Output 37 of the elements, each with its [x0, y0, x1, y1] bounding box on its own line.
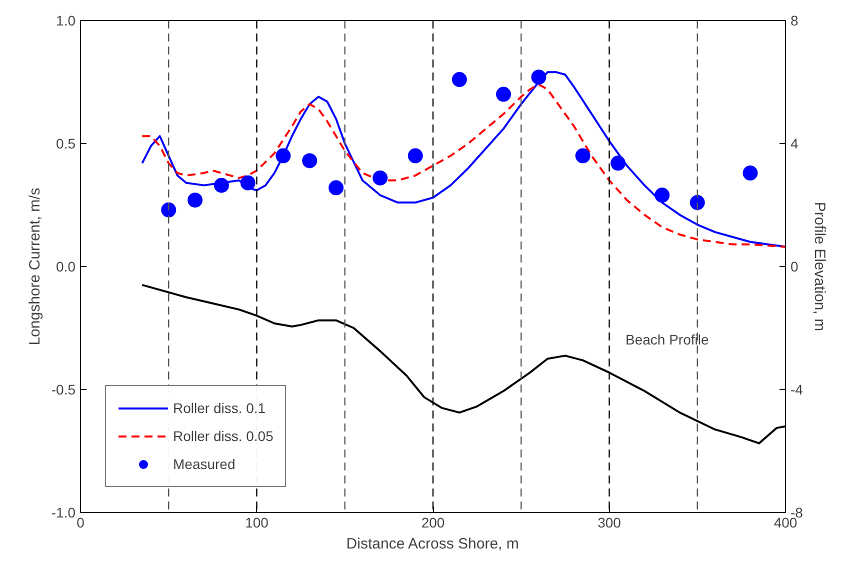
point: [610, 156, 626, 171]
y2-axis-title: Profile Elevation, m: [810, 202, 828, 332]
point: [575, 148, 590, 164]
y-tick-label: 0.5: [56, 136, 76, 152]
y2-tick-label: 8: [790, 12, 798, 28]
legend-label: Roller diss. 0.05: [173, 428, 274, 444]
point: [452, 72, 467, 88]
x-tick-label: 300: [598, 514, 622, 530]
x-tick-label: 0: [76, 514, 85, 530]
point: [276, 148, 291, 164]
legend-label: Measured: [173, 456, 236, 472]
point: [328, 180, 344, 196]
y-tick-label: 1.0: [56, 12, 76, 28]
y-tick-label: 0.0: [56, 258, 76, 274]
point: [690, 195, 705, 210]
x-tick-label: 100: [245, 514, 269, 530]
point: [161, 202, 176, 218]
y2-tick-label: 0: [790, 258, 798, 274]
y-tick-label: -1.0: [51, 504, 76, 520]
point: [496, 86, 511, 102]
point: [372, 170, 388, 186]
point: [302, 153, 318, 168]
point: [654, 188, 670, 203]
point: [531, 70, 546, 85]
y2-tick-label: -4: [790, 382, 804, 398]
x-axis-title: Distance Across Shore, m: [346, 536, 519, 552]
point: [214, 178, 229, 193]
point: [240, 175, 256, 190]
x-tick-label: 200: [421, 514, 445, 530]
legend-label: Roller diss. 0.1: [173, 400, 266, 416]
y2-tick-label: 4: [790, 136, 798, 152]
point: [188, 192, 203, 208]
y-tick-label: -0.5: [51, 382, 76, 398]
annotation: Beach Profile: [626, 332, 709, 348]
point: [742, 166, 758, 181]
point: [408, 148, 423, 164]
y-axis-title: Longshore Current, m/s: [26, 188, 44, 346]
